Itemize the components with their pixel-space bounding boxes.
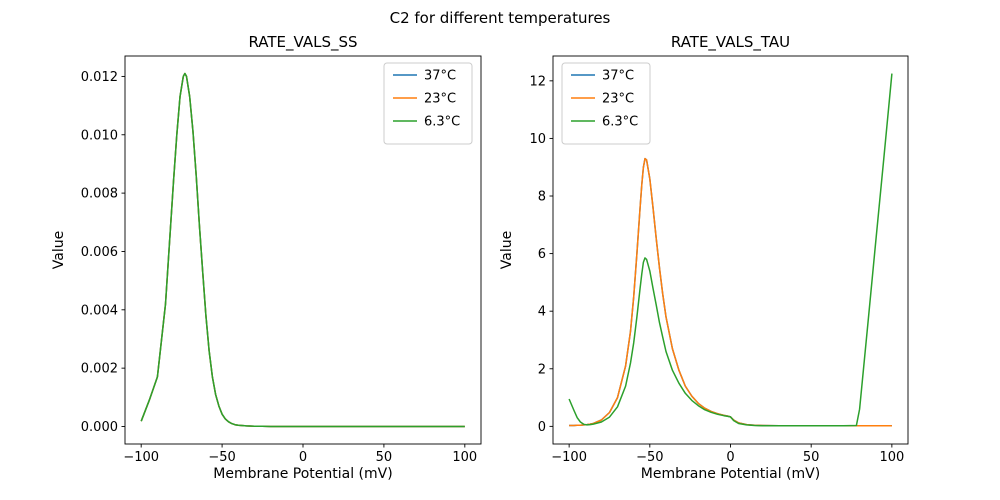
legend-label: 23°C bbox=[424, 92, 456, 107]
legend: 37°C 23°C 6.3°C bbox=[561, 62, 651, 145]
x-tick-label: −100 bbox=[123, 450, 159, 465]
y-tick-label: 4 bbox=[538, 305, 546, 320]
subplot-RATE_VALS_TAU: −100 −50 0 50 100 0 2 4 6 8 10 12 Membrane Potential… bbox=[499, 33, 909, 482]
legend-label: 37°C bbox=[602, 69, 634, 84]
subplot-title: RATE_VALS_TAU bbox=[671, 33, 790, 52]
x-axis-label: Membrane Potential (mV) bbox=[641, 466, 820, 482]
legend-frame bbox=[383, 62, 473, 145]
legend-label: 37°C bbox=[424, 69, 456, 84]
x-tick-label: 0 bbox=[726, 450, 734, 465]
x-tick-label: 100 bbox=[879, 450, 904, 465]
legend: 37°C 23°C 6.3°C bbox=[383, 62, 473, 145]
x-axis-label: Membrane Potential (mV) bbox=[213, 466, 392, 482]
series-line-37°C bbox=[569, 157, 892, 427]
y-tick-label: 0.006 bbox=[81, 245, 118, 260]
y-axis-label: Value bbox=[499, 231, 515, 269]
y-tick-label: 0.000 bbox=[81, 420, 118, 435]
x-tick-label: 0 bbox=[299, 450, 307, 465]
subplot-title: RATE_VALS_SS bbox=[248, 33, 357, 52]
x-tick-label: 100 bbox=[452, 450, 477, 465]
legend-label: 6.3°C bbox=[424, 115, 460, 130]
y-tick-label: 8 bbox=[538, 190, 546, 205]
y-tick-label: 12 bbox=[529, 74, 546, 89]
legend-label: 23°C bbox=[602, 92, 634, 107]
legend-frame bbox=[561, 62, 651, 145]
y-tick-label: 6 bbox=[538, 247, 546, 262]
y-tick-label: 10 bbox=[529, 132, 546, 147]
legend-label: 6.3°C bbox=[602, 115, 638, 130]
figure-title: C2 for different temperatures bbox=[389, 9, 611, 27]
x-tick-label: 50 bbox=[376, 450, 393, 465]
series-line-6.3°C bbox=[568, 73, 893, 427]
x-tick-label: 50 bbox=[803, 450, 820, 465]
subplot-RATE_VALS_SS: −100 −50 0 50 100 0.000 0.002 0.004 0.006 0.008 0.… bbox=[51, 33, 482, 482]
y-tick-label: 0.012 bbox=[81, 70, 118, 85]
y-tick-label: 0.004 bbox=[81, 303, 118, 318]
y-axis-label: Value bbox=[51, 231, 67, 269]
y-tick-label: 0.002 bbox=[81, 362, 118, 377]
y-tick-label: 0.008 bbox=[81, 187, 118, 202]
series-line-6.3°C bbox=[140, 72, 465, 428]
y-tick-label: 0 bbox=[538, 420, 546, 435]
y-tick-label: 0.010 bbox=[81, 128, 118, 143]
y-tick-label: 2 bbox=[538, 362, 546, 377]
series-line-23°C bbox=[569, 157, 892, 427]
x-tick-label: −50 bbox=[636, 450, 663, 465]
x-tick-label: −100 bbox=[551, 450, 587, 465]
x-tick-label: −50 bbox=[208, 450, 235, 465]
